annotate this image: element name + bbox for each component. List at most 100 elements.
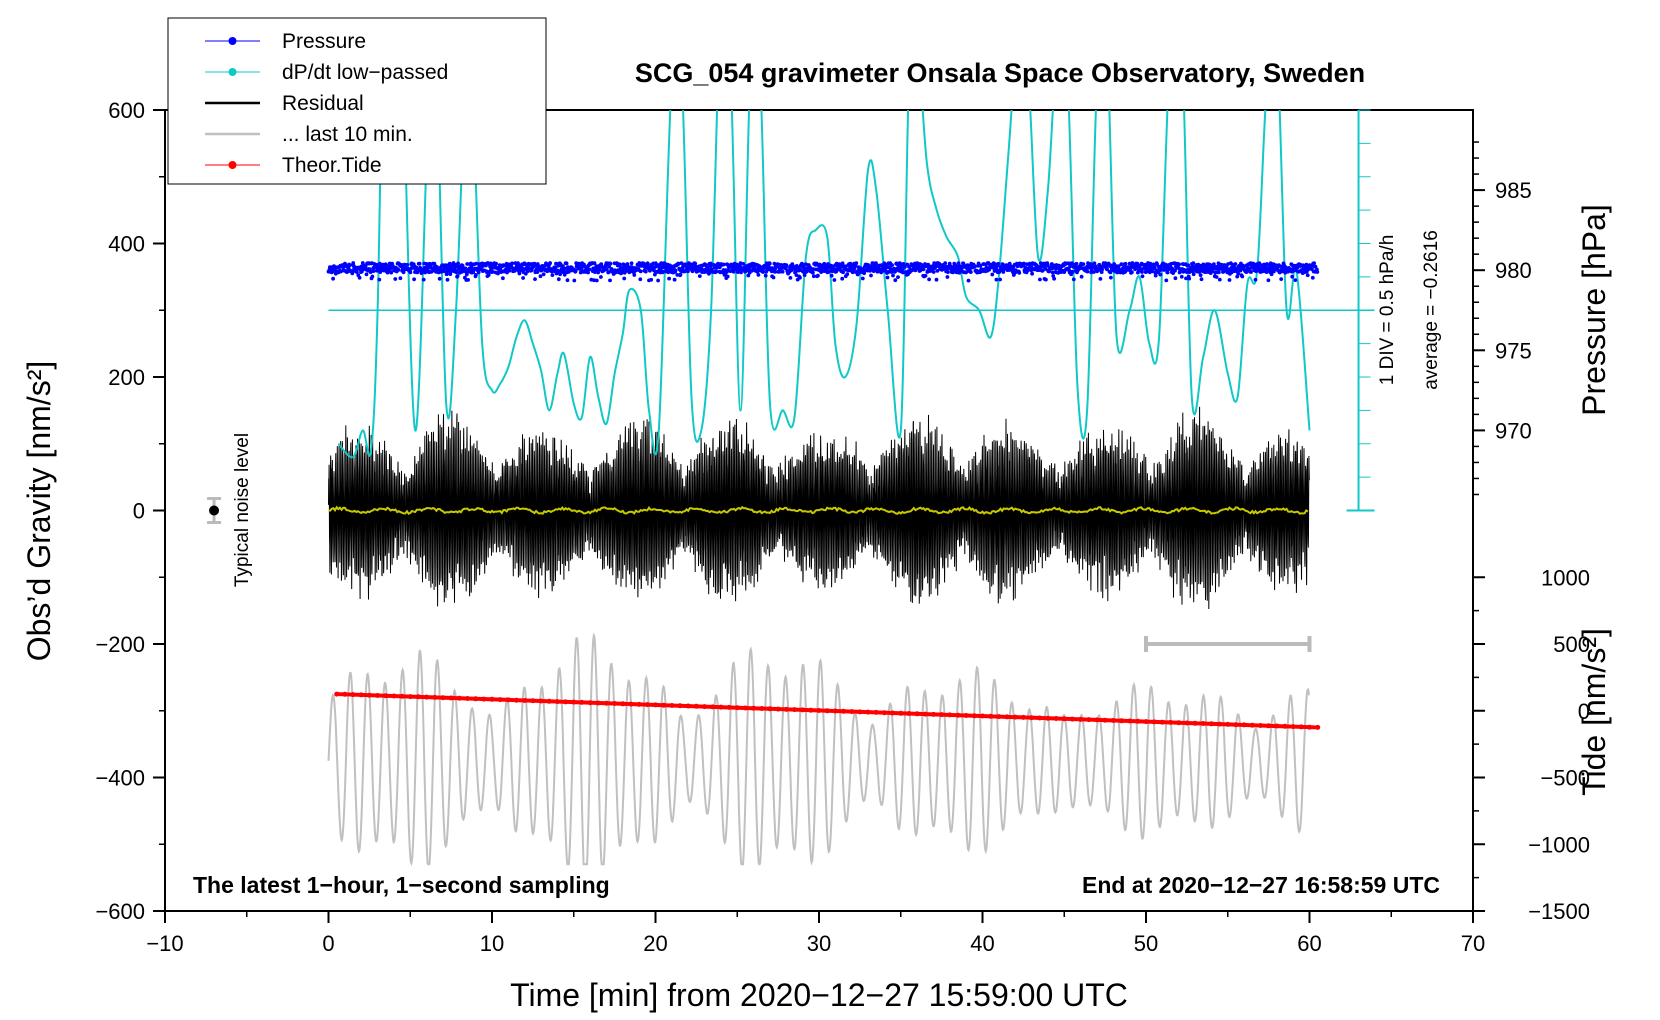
tide-tick-label: −1000 bbox=[1528, 832, 1590, 857]
pressure-point bbox=[350, 271, 355, 276]
pressure-point bbox=[890, 263, 894, 267]
pressure-point bbox=[1092, 261, 1097, 266]
tide-point bbox=[1258, 723, 1263, 728]
pressure-point bbox=[946, 270, 950, 274]
pressure-point bbox=[638, 269, 643, 274]
pressure-point bbox=[998, 277, 1002, 282]
pressure-point bbox=[1217, 270, 1221, 275]
pressure-point bbox=[725, 274, 730, 279]
pressure-point bbox=[454, 269, 459, 274]
tide-point bbox=[726, 704, 732, 710]
pressure-point bbox=[747, 267, 752, 272]
tide-point bbox=[1241, 722, 1247, 728]
tide-point bbox=[1274, 723, 1280, 729]
pressure-point bbox=[835, 267, 840, 272]
tide-point bbox=[579, 699, 585, 705]
pressure-point bbox=[931, 270, 936, 274]
tide-point bbox=[1168, 719, 1173, 725]
tide-point bbox=[971, 713, 977, 719]
pressure-point bbox=[1017, 271, 1022, 275]
pressure-point bbox=[1313, 264, 1318, 269]
pressure-point bbox=[618, 265, 623, 269]
pressure-point bbox=[565, 278, 570, 283]
tide-point bbox=[1225, 721, 1231, 727]
tide-point bbox=[563, 699, 569, 705]
tide-point bbox=[800, 707, 806, 713]
pressure-point bbox=[393, 277, 398, 281]
pressure-point bbox=[1038, 277, 1042, 282]
tide-tick-label: −1500 bbox=[1528, 899, 1590, 924]
y-axis-label-pressure: Pressure [hPa] bbox=[1576, 204, 1612, 416]
pressure-point bbox=[587, 267, 592, 272]
pressure-point bbox=[351, 261, 356, 265]
pressure-point bbox=[811, 267, 816, 271]
pressure-point bbox=[1085, 269, 1090, 274]
pressure-point bbox=[874, 261, 878, 266]
pressure-point bbox=[541, 272, 546, 277]
tide-point bbox=[849, 709, 855, 715]
noise-level-point bbox=[209, 505, 220, 516]
pressure-point bbox=[686, 269, 690, 274]
pressure-point bbox=[466, 278, 470, 282]
tide-point bbox=[751, 705, 757, 711]
tide-point bbox=[685, 703, 691, 709]
pressure-point bbox=[331, 276, 335, 281]
pressure-point bbox=[1045, 262, 1050, 267]
tide-point bbox=[890, 710, 896, 716]
pressure-point bbox=[885, 275, 890, 280]
y-tick-label-left: −400 bbox=[95, 766, 145, 791]
x-tick-label: 20 bbox=[643, 931, 667, 956]
tide-point bbox=[841, 708, 846, 714]
tide-point bbox=[898, 710, 904, 716]
pressure-point bbox=[1305, 273, 1310, 278]
pressure-point bbox=[564, 261, 569, 266]
legend-label: Residual bbox=[282, 92, 364, 115]
tide-point bbox=[808, 707, 814, 713]
pressure-point bbox=[764, 269, 769, 274]
legend-swatch-dot bbox=[228, 161, 237, 169]
tide-point bbox=[587, 700, 593, 706]
noise-level-label: Typical noise level bbox=[232, 433, 253, 587]
pressure-point bbox=[1293, 278, 1298, 282]
pressure-point bbox=[763, 273, 768, 278]
pressure-point bbox=[921, 267, 926, 272]
pressure-point bbox=[1249, 270, 1253, 274]
pressure-point bbox=[417, 261, 422, 266]
tide-point bbox=[481, 696, 487, 702]
residual-lowpass-series bbox=[328, 505, 1309, 515]
tide-point bbox=[865, 709, 871, 715]
pressure-point bbox=[1071, 270, 1075, 274]
pressure-point bbox=[572, 278, 577, 283]
tide-point bbox=[980, 713, 985, 719]
pressure-point bbox=[1123, 261, 1128, 266]
tide-point bbox=[816, 708, 822, 713]
pressure-point bbox=[562, 272, 567, 277]
pressure-point bbox=[860, 276, 865, 281]
pressure-point bbox=[886, 270, 891, 274]
pressure-point bbox=[767, 261, 772, 266]
pressure-point bbox=[788, 276, 793, 280]
tide-point bbox=[832, 708, 838, 714]
pressure-point bbox=[1253, 277, 1258, 282]
pressure-tick-label: 980 bbox=[1495, 258, 1532, 283]
tide-point bbox=[636, 701, 642, 707]
pressure-point bbox=[643, 269, 648, 274]
pressure-point bbox=[773, 270, 777, 274]
x-tick-label: 40 bbox=[970, 931, 994, 956]
pressure-point bbox=[586, 270, 590, 275]
pressure-point bbox=[697, 274, 702, 278]
tide-point bbox=[955, 712, 961, 718]
x-tick-label: 30 bbox=[807, 931, 831, 956]
pressure-point bbox=[398, 276, 403, 281]
pressure-point bbox=[1140, 274, 1145, 279]
pressure-point bbox=[656, 278, 660, 283]
tide-point bbox=[1290, 724, 1296, 730]
pressure-point bbox=[841, 270, 845, 275]
pressure-point bbox=[1140, 270, 1144, 274]
tide-point bbox=[554, 699, 560, 705]
tide-point bbox=[595, 700, 601, 706]
pressure-point bbox=[1279, 277, 1284, 281]
tide-point bbox=[1307, 724, 1312, 730]
pressure-point bbox=[746, 273, 751, 278]
